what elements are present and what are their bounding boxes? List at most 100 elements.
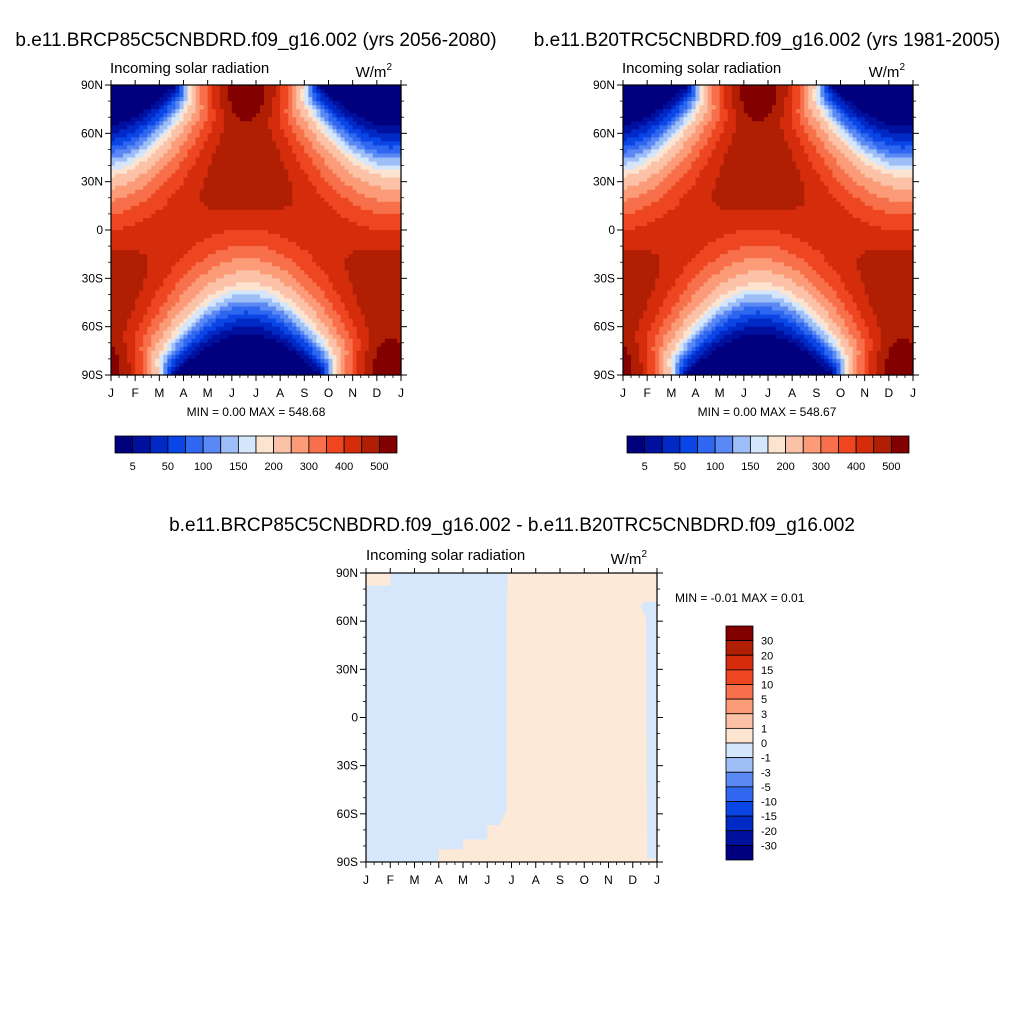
- heatmap-cell: [296, 238, 301, 243]
- heatmap-cell: [203, 282, 209, 287]
- heatmap-cell: [231, 201, 237, 207]
- heatmap-cell: [203, 101, 209, 106]
- heatmap-cell: [324, 189, 330, 195]
- heatmap-cell: [247, 242, 253, 247]
- heatmap-cell: [215, 97, 221, 102]
- heatmap-cell: [376, 322, 382, 328]
- heatmap-cell: [304, 370, 309, 376]
- heatmap-cell: [111, 209, 116, 215]
- heatmap-cell: [127, 342, 132, 348]
- heatmap-cell: [384, 149, 390, 155]
- heatmap-cell: [215, 133, 221, 138]
- heatmap-cell: [280, 101, 285, 106]
- heatmap-cell: [111, 354, 116, 360]
- heatmap-cell: [332, 334, 338, 340]
- heatmap-cell: [195, 93, 201, 98]
- heatmap-cell: [344, 213, 350, 219]
- heatmap-cell: [227, 278, 233, 283]
- heatmap-cell: [151, 193, 156, 199]
- heatmap-cell: [348, 366, 354, 372]
- heatmap-cell: [308, 205, 313, 211]
- heatmap-cell: [352, 145, 358, 151]
- heatmap-cell: [231, 217, 237, 223]
- heatmap-cell: [243, 246, 249, 251]
- heatmap-cell: [207, 201, 213, 207]
- heatmap-cell: [360, 225, 366, 231]
- heatmap-cell: [223, 189, 229, 195]
- heatmap-cell: [135, 290, 140, 296]
- heatmap-cell: [308, 290, 313, 296]
- heatmap-cell: [235, 290, 241, 296]
- heatmap-cell: [247, 141, 253, 147]
- heatmap-cell: [272, 209, 277, 215]
- heatmap-cell: [304, 89, 309, 94]
- heatmap-cell: [123, 366, 128, 372]
- heatmap-cell: [219, 185, 225, 191]
- heatmap-cell: [332, 258, 338, 263]
- heatmap-cell: [288, 362, 293, 368]
- heatmap-cell: [195, 129, 201, 134]
- heatmap-cell: [348, 242, 354, 247]
- heatmap-cell: [340, 169, 346, 175]
- heatmap-cell: [284, 278, 289, 283]
- heatmap-cell: [111, 338, 116, 344]
- heatmap-cell: [372, 117, 378, 122]
- heatmap-cell: [127, 197, 132, 203]
- heatmap-cell: [328, 298, 334, 304]
- heatmap-cell: [328, 225, 334, 231]
- heatmap-cell: [364, 270, 370, 275]
- heatmap-cell: [231, 113, 237, 118]
- heatmap-cell: [332, 141, 338, 147]
- heatmap-cell: [340, 149, 346, 155]
- heatmap-cell: [316, 209, 322, 215]
- heatmap-cell: [288, 338, 293, 344]
- heatmap-cell: [183, 129, 189, 134]
- heatmap-cell: [219, 97, 225, 102]
- heatmap-cell: [380, 266, 386, 271]
- heatmap-cell: [203, 330, 209, 336]
- heatmap-cell: [304, 97, 309, 102]
- heatmap-cell: [115, 149, 120, 155]
- heatmap-cell: [380, 109, 386, 114]
- heatmap-cell: [296, 354, 301, 360]
- heatmap-cell: [183, 153, 189, 159]
- heatmap-cell: [312, 250, 318, 255]
- heatmap-cell: [312, 342, 318, 348]
- heatmap-cell: [239, 129, 245, 134]
- heatmap-cell: [344, 181, 350, 187]
- heatmap-cell: [288, 266, 293, 271]
- heatmap-cell: [215, 326, 221, 332]
- heatmap-cell: [199, 370, 205, 376]
- heatmap-cell: [187, 354, 193, 360]
- heatmap-cell: [336, 141, 342, 147]
- heatmap-cell: [215, 366, 221, 372]
- heatmap-cell: [235, 266, 241, 271]
- heatmap-cell: [135, 242, 140, 247]
- heatmap-cell: [247, 342, 253, 348]
- heatmap-cell: [288, 346, 293, 352]
- heatmap-cell: [284, 250, 289, 255]
- heatmap-cell: [127, 334, 132, 340]
- heatmap-cell: [183, 149, 189, 155]
- heatmap-cell: [111, 330, 116, 336]
- heatmap-cell: [199, 177, 205, 183]
- heatmap-cell: [332, 121, 338, 126]
- heatmap-cell: [251, 109, 257, 114]
- heatmap-cell: [139, 330, 144, 336]
- heatmap-cell: [151, 109, 156, 114]
- heatmap-cell: [203, 274, 209, 279]
- heatmap-cell: [223, 282, 229, 287]
- heatmap-cell: [308, 213, 313, 219]
- heatmap-cell: [211, 185, 217, 191]
- heatmap-cell: [368, 225, 374, 231]
- heatmap-cell: [111, 246, 116, 251]
- heatmap-cell: [115, 310, 120, 316]
- heatmap-cell: [304, 346, 309, 352]
- heatmap-cell: [340, 197, 346, 203]
- heatmap-cell: [328, 213, 334, 219]
- heatmap-cell: [356, 161, 362, 167]
- heatmap-cell: [139, 93, 144, 98]
- heatmap-cell: [376, 221, 382, 227]
- heatmap-cell: [372, 350, 378, 356]
- heatmap-cell: [187, 93, 193, 98]
